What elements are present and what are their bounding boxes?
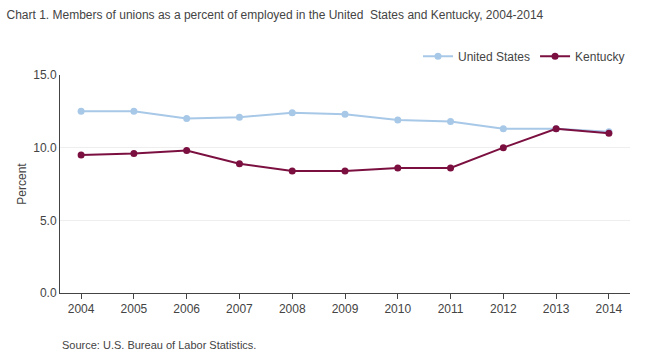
svg-text:0.0: 0.0 [40,286,57,300]
svg-text:Kentucky: Kentucky [575,50,624,64]
svg-text:2005: 2005 [121,302,148,316]
svg-text:Source: U.S. Bureau of Labor S: Source: U.S. Bureau of Labor Statistics. [62,339,256,351]
svg-text:2013: 2013 [543,302,570,316]
svg-text:United States: United States [458,50,530,64]
svg-text:2011: 2011 [438,302,464,316]
svg-text:2004: 2004 [68,302,95,316]
svg-text:Percent: Percent [15,163,29,205]
svg-text:2006: 2006 [173,302,200,316]
svg-text:2007: 2007 [226,302,253,316]
svg-text:10.0: 10.0 [33,141,57,155]
svg-text:2008: 2008 [279,302,306,316]
svg-text:2014: 2014 [596,302,623,316]
svg-text:5.0: 5.0 [40,214,57,228]
svg-text:Chart 1. Members of unions as: Chart 1. Members of unions as a percent … [7,8,544,22]
svg-text:2012: 2012 [490,302,517,316]
svg-text:2010: 2010 [384,302,411,316]
svg-text:2009: 2009 [332,302,359,316]
svg-text:15.0: 15.0 [33,68,57,82]
